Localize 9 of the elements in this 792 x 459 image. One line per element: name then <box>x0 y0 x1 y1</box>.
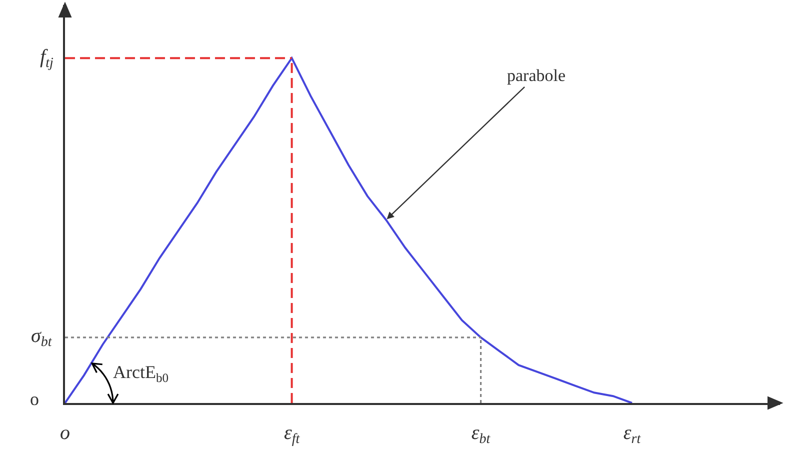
x-tick-label: ε$_{rt}$ <box>623 422 642 448</box>
x-tick-label: o <box>60 422 70 444</box>
x-tick-label: ε$_{bt}$ <box>471 422 492 448</box>
annotation: ArctE$_{b0}$ <box>113 362 169 385</box>
ref-line-label: σ$_{bt}$ <box>31 325 53 350</box>
x-tick-label: ε$_{ft}$ <box>284 422 301 448</box>
annotation: parabole <box>507 66 566 85</box>
ref-line-label: f$_{tj}$ <box>40 46 54 72</box>
text: o <box>30 389 39 409</box>
